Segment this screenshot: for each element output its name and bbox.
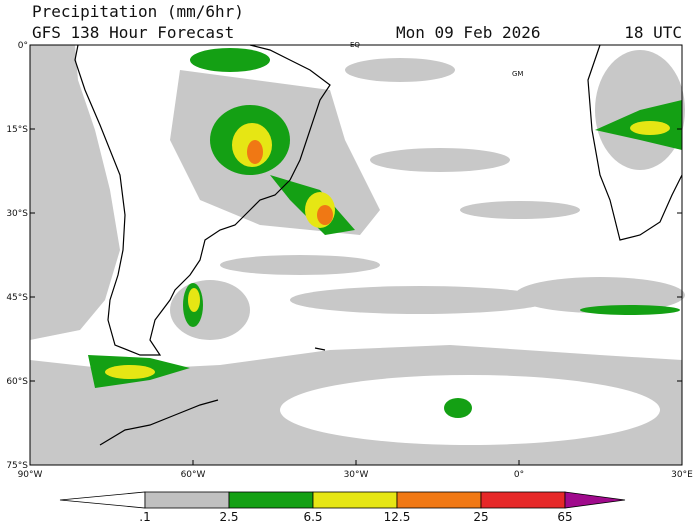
lon-label: 30°E	[671, 470, 693, 480]
colorbar-segment	[564, 491, 626, 509]
annotation: GM	[512, 70, 523, 78]
date: Mon 09 Feb 2026	[396, 23, 541, 42]
colorbar-label: 12.5	[384, 510, 411, 524]
title: Precipitation (mm/6hr)	[32, 2, 244, 21]
antarctica	[99, 399, 219, 446]
lat-label: 60°S	[6, 377, 28, 387]
lat-label: 30°S	[6, 209, 28, 219]
colorbar-segment	[480, 491, 566, 509]
colorbar-label: .1	[139, 510, 150, 524]
colorbar-segment	[228, 491, 314, 509]
colorbar: .1 2.5 6.5 12.5 25 65	[59, 491, 626, 524]
precip-area	[444, 398, 472, 418]
precip-area	[370, 148, 510, 172]
lon-label: 90°W	[18, 470, 43, 480]
colorbar-segment	[144, 491, 230, 509]
precip-area	[460, 201, 580, 219]
colorbar-label: 6.5	[303, 510, 322, 524]
map: EQ GM	[29, 41, 685, 466]
colorbar-segment	[59, 491, 146, 509]
coastlines	[74, 44, 683, 446]
precip-area	[317, 205, 333, 225]
precip-area	[170, 280, 250, 340]
lat-label: 15°S	[6, 125, 28, 135]
island	[314, 347, 326, 351]
model: GFS 138 Hour Forecast	[32, 23, 234, 42]
heavy-precip	[88, 48, 682, 418]
precip-area	[105, 365, 155, 379]
precip-area	[345, 58, 455, 82]
precip-area	[190, 48, 270, 72]
lat-label: 0°	[18, 41, 28, 51]
africa	[587, 44, 683, 241]
time: 18 UTC	[624, 23, 682, 42]
axes: 0° 15°S 30°S 45°S 60°S 75°S90°W 60°W 30°W 0° 30°E	[6, 41, 693, 480]
lon-label: 0°	[514, 470, 524, 480]
south-america	[74, 44, 331, 356]
precip-area	[220, 255, 380, 275]
precip-area	[30, 45, 120, 340]
lat-label: 45°S	[6, 293, 28, 303]
precip-area	[580, 305, 680, 315]
precip-area	[290, 286, 550, 314]
precip-area	[188, 288, 200, 312]
lon-label: 60°W	[181, 470, 206, 480]
precip-area	[630, 121, 670, 135]
colorbar-label: 65	[557, 510, 572, 524]
colorbar-label: 2.5	[219, 510, 238, 524]
light-precip	[30, 45, 685, 465]
colorbar-segment	[396, 491, 482, 509]
colorbar-segment	[312, 491, 398, 509]
lat-label: 75°S	[6, 461, 28, 471]
precip-area	[247, 140, 263, 164]
lon-label: 30°W	[344, 470, 369, 480]
colorbar-label: 25	[473, 510, 488, 524]
precip-area	[515, 277, 685, 313]
